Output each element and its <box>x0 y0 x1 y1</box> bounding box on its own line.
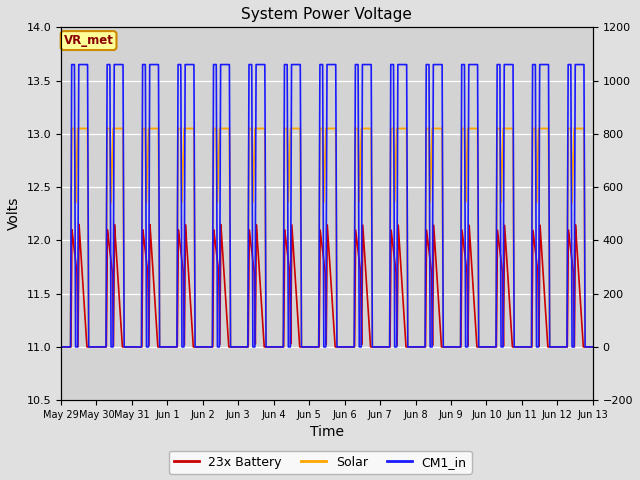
Legend: 23x Battery, Solar, CM1_in: 23x Battery, Solar, CM1_in <box>168 451 472 474</box>
X-axis label: Time: Time <box>310 425 344 440</box>
Title: System Power Voltage: System Power Voltage <box>241 7 412 22</box>
Text: VR_met: VR_met <box>63 34 113 47</box>
Y-axis label: Volts: Volts <box>7 197 21 230</box>
